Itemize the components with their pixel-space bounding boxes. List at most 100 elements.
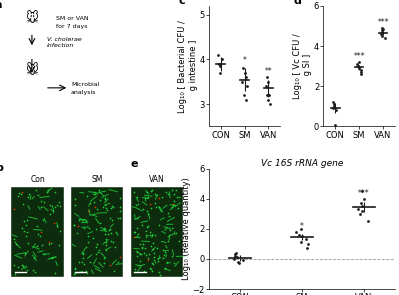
Point xyxy=(35,193,41,198)
Point xyxy=(45,241,52,246)
Point xyxy=(26,192,33,197)
Point xyxy=(147,266,153,270)
Point xyxy=(175,205,181,210)
Bar xyxy=(12,187,63,277)
Point xyxy=(355,64,361,68)
Point xyxy=(164,260,170,265)
Point xyxy=(33,188,39,193)
Point xyxy=(47,203,53,207)
Point xyxy=(71,196,78,201)
Point xyxy=(173,231,179,235)
Point xyxy=(140,241,146,246)
Point xyxy=(152,260,158,264)
Point xyxy=(79,260,85,264)
Point xyxy=(83,244,89,249)
Text: **: ** xyxy=(265,67,273,76)
Point xyxy=(22,251,28,255)
Point xyxy=(12,271,18,276)
Point xyxy=(108,230,115,235)
Point xyxy=(72,202,79,207)
Point xyxy=(241,71,248,75)
Point xyxy=(95,247,102,252)
Point xyxy=(354,62,360,66)
Point xyxy=(358,72,364,76)
Point xyxy=(133,203,140,207)
Text: ***: *** xyxy=(354,52,365,61)
Point xyxy=(170,191,177,196)
Point xyxy=(36,234,43,238)
Point xyxy=(48,204,55,209)
Point xyxy=(161,252,167,257)
Point xyxy=(102,196,108,201)
Point xyxy=(137,251,144,256)
Point xyxy=(52,204,58,209)
Point xyxy=(134,269,140,274)
Point xyxy=(12,240,19,244)
Point xyxy=(166,214,172,219)
Text: *: * xyxy=(243,56,247,65)
Point xyxy=(134,250,140,254)
Point xyxy=(143,253,150,258)
Point xyxy=(381,36,388,40)
Point xyxy=(87,201,93,206)
Point xyxy=(233,250,239,255)
Point xyxy=(106,227,112,232)
Point xyxy=(168,204,175,209)
Point xyxy=(379,28,385,32)
Point xyxy=(43,190,50,195)
Point xyxy=(166,228,173,232)
Point xyxy=(11,206,18,211)
Point xyxy=(96,221,103,225)
Y-axis label: Log₁₀ (Relative quantity): Log₁₀ (Relative quantity) xyxy=(182,178,191,280)
Point xyxy=(107,216,113,221)
Point xyxy=(171,260,177,265)
Point xyxy=(265,79,271,84)
Point xyxy=(20,202,26,206)
Point xyxy=(91,200,97,205)
Point xyxy=(304,242,311,246)
Point xyxy=(19,263,25,268)
Point xyxy=(104,207,110,212)
Point xyxy=(112,244,118,249)
Point xyxy=(150,240,156,245)
Point xyxy=(79,250,86,255)
Point xyxy=(365,219,371,224)
Point xyxy=(25,194,31,199)
Point xyxy=(154,193,160,197)
Point xyxy=(150,261,156,266)
Point xyxy=(38,199,44,204)
Point xyxy=(132,267,138,272)
Point xyxy=(109,204,115,208)
Point xyxy=(51,190,58,194)
Point xyxy=(83,271,90,276)
Point xyxy=(18,226,25,230)
Point xyxy=(94,241,101,246)
Point xyxy=(151,258,157,263)
Point xyxy=(93,244,99,249)
Point xyxy=(32,269,38,274)
Y-axis label: Log₁₀ [ Vc CFU /
 g SI ]: Log₁₀ [ Vc CFU / g SI ] xyxy=(293,33,312,99)
Point xyxy=(100,205,107,210)
Point xyxy=(152,232,158,237)
Point xyxy=(87,259,93,264)
Point xyxy=(176,195,182,200)
Point xyxy=(137,258,144,263)
Point xyxy=(156,222,162,227)
Point xyxy=(85,233,91,238)
Text: for 7 days: for 7 days xyxy=(56,24,88,29)
Point xyxy=(332,123,338,128)
Point xyxy=(71,222,78,227)
Point xyxy=(54,202,60,207)
Text: e: e xyxy=(130,159,138,169)
Point xyxy=(133,254,140,258)
Point xyxy=(303,237,310,242)
Point xyxy=(139,223,145,227)
Point xyxy=(165,191,172,196)
Point xyxy=(107,263,113,267)
Point xyxy=(90,235,97,240)
Point xyxy=(110,240,117,245)
Point xyxy=(94,206,100,211)
Point xyxy=(156,204,162,209)
Point xyxy=(378,34,385,38)
Point xyxy=(152,201,158,206)
